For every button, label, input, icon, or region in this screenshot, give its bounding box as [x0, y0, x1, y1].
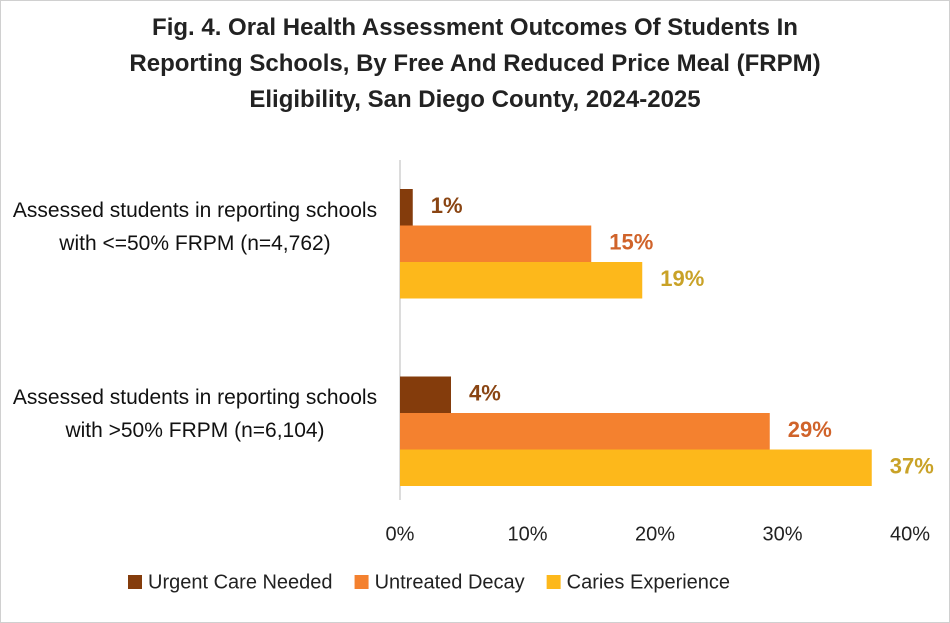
legend-label: Untreated Decay — [375, 571, 525, 593]
x-tick-label: 0% — [386, 523, 415, 545]
x-tick-label: 10% — [507, 523, 547, 545]
bar — [400, 376, 451, 413]
data-label: 29% — [788, 417, 832, 442]
x-tick-label: 40% — [890, 523, 930, 545]
legend-label: Urgent Care Needed — [148, 571, 333, 593]
y-tick-label: Assessed students in reporting schools w… — [12, 386, 378, 443]
legend-swatch — [128, 575, 142, 589]
legend-swatch — [546, 575, 561, 589]
x-tick-label: 20% — [635, 523, 675, 545]
legend-swatch — [354, 575, 369, 589]
legend-label: Caries Experience — [567, 571, 730, 593]
bar — [400, 225, 592, 262]
bar — [400, 413, 770, 450]
chart-title: Fig. 4. Oral Health Assessment Outcomes … — [129, 14, 821, 113]
data-label: 37% — [890, 454, 934, 479]
y-tick-label: Assessed students in reporting schools w… — [12, 198, 378, 255]
bar — [400, 189, 413, 226]
x-tick-label: 30% — [762, 523, 802, 545]
data-label: 15% — [609, 230, 653, 255]
bar — [400, 262, 643, 299]
bar — [400, 449, 872, 486]
data-label: 4% — [469, 381, 501, 406]
data-label: 19% — [660, 266, 704, 291]
data-label: 1% — [431, 193, 463, 218]
